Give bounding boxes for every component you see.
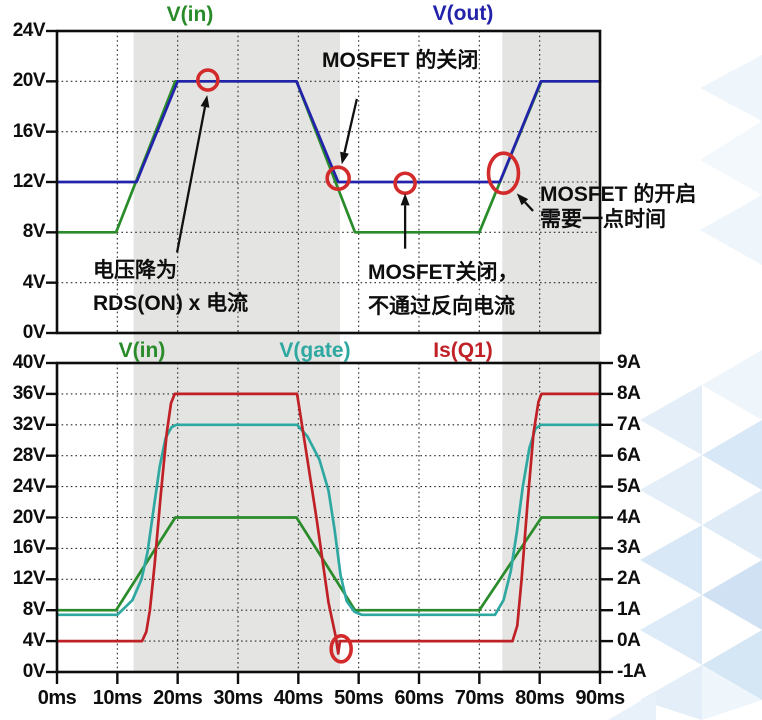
trace-Is(Q1) bbox=[55, 392, 602, 655]
background-triangle bbox=[640, 595, 702, 665]
highlight-circle bbox=[393, 171, 417, 196]
annotation-arrow bbox=[343, 98, 358, 153]
background-triangle bbox=[640, 455, 702, 525]
annotation-arrowhead bbox=[516, 193, 529, 206]
trace-V(in) bbox=[55, 516, 602, 612]
shaded-band bbox=[502, 31, 600, 672]
annotation-arrowhead bbox=[400, 193, 410, 206]
highlight-circle bbox=[325, 165, 351, 192]
background-triangle bbox=[702, 490, 762, 560]
background-triangle bbox=[700, 195, 762, 265]
background-triangle bbox=[700, 55, 762, 121]
background-triangle bbox=[702, 350, 762, 420]
background-triangle bbox=[640, 665, 702, 720]
background-triangle bbox=[608, 692, 656, 720]
annotation-arrow bbox=[175, 106, 207, 253]
background-pattern bbox=[608, 55, 762, 720]
highlight-circle bbox=[329, 634, 353, 664]
annotation-arrowhead bbox=[200, 95, 210, 108]
background-triangle bbox=[702, 420, 762, 490]
trace-V(gate) bbox=[55, 423, 602, 617]
annotation-arrow bbox=[524, 201, 534, 212]
trace-V(out) bbox=[55, 79, 602, 184]
background-triangle bbox=[640, 385, 702, 455]
background-triangle bbox=[702, 665, 762, 720]
highlight-circle bbox=[486, 151, 521, 195]
shaded-band bbox=[133, 31, 340, 672]
background-triangle bbox=[640, 525, 702, 595]
annotation-arrowhead bbox=[340, 151, 349, 165]
highlight-circle bbox=[196, 68, 220, 92]
background-triangle bbox=[700, 121, 762, 195]
background-triangle bbox=[702, 630, 762, 700]
background-triangle bbox=[702, 560, 762, 630]
